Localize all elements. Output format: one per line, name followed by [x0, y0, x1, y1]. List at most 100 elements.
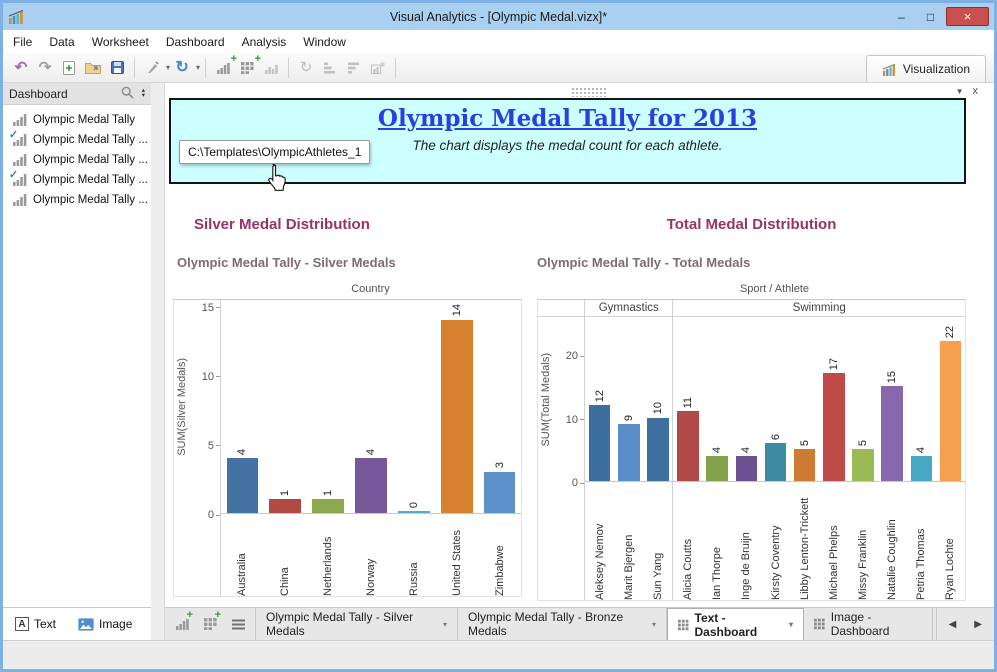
redo-button[interactable]: ↷: [38, 59, 52, 76]
duplicate-sheet-button[interactable]: [260, 57, 282, 79]
minimize-button[interactable]: –: [898, 9, 905, 24]
maximize-button[interactable]: □: [926, 9, 935, 24]
presentation-button[interactable]: [367, 57, 389, 79]
visualization-icon: [882, 63, 896, 76]
tab-text-dashboard[interactable]: Text - Dashboard ▾: [667, 608, 805, 640]
bar-petria-thomas[interactable]: [910, 455, 933, 481]
chart-column: 0 Russia: [392, 300, 436, 596]
new-worksheet-tab-button[interactable]: +: [174, 610, 193, 635]
panel-collapse-icon[interactable]: ▼: [955, 87, 964, 96]
sidebar-item-1[interactable]: Olympic Medal Tally: [3, 110, 151, 130]
format-dropdown-icon[interactable]: ▾: [166, 63, 171, 72]
bar-ian-thorpe[interactable]: [706, 455, 728, 481]
dashboard-subtitle: The chart displays the medal count for e…: [412, 138, 723, 153]
undo-button[interactable]: ↶: [14, 59, 28, 76]
sidebar-item-2[interactable]: ✓ Olympic Medal Tally ...: [3, 129, 151, 150]
chart-column: 4 Ian Thorpe: [702, 317, 732, 600]
bar-natalie-coughlin[interactable]: [881, 385, 903, 481]
menu-dashboard[interactable]: Dashboard: [165, 34, 225, 49]
category-label: Netherlands: [322, 536, 335, 596]
new-workbook-button[interactable]: [58, 57, 80, 79]
sort-descending-button[interactable]: [343, 57, 365, 79]
format-button[interactable]: [141, 57, 163, 79]
bar-sun-yang[interactable]: [647, 417, 669, 481]
tab-image-dashboard[interactable]: Image - Dashboard: [804, 608, 933, 640]
group-header-swimming: Swimming: [672, 300, 965, 316]
category-label: Ian Thorpe: [711, 546, 724, 600]
worksheet-caption-total: Olympic Medal Tally - Total Medals: [537, 255, 751, 270]
refresh-dropdown-icon[interactable]: ▾: [196, 63, 201, 72]
bar-value-label: 1: [279, 490, 292, 497]
menu-worksheet[interactable]: Worksheet: [91, 34, 149, 49]
dashboard-canvas: ▼ x Olympic Medal Tally for 2013 The cha…: [165, 83, 994, 607]
sort-spinner-icon[interactable]: ▴ ▾: [141, 87, 145, 99]
new-worksheet-button[interactable]: +: [212, 53, 237, 79]
save-button[interactable]: [106, 57, 128, 79]
sidebar-item-5[interactable]: Olympic Medal Tally ...: [3, 190, 151, 210]
tab-scroll-left-icon[interactable]: ◀: [948, 618, 957, 630]
menu-analysis[interactable]: Analysis: [241, 34, 287, 49]
tab-dropdown-icon[interactable]: ▾: [789, 620, 794, 629]
chart-column: 5 Missy Franklin: [848, 317, 878, 600]
sheet-tabs: Olympic Medal Tally - Silver Medals ▾ Olym…: [255, 608, 933, 640]
menu-data[interactable]: Data: [49, 34, 75, 49]
add-image-button[interactable]: Image: [78, 617, 132, 631]
category-label: Kirsty Coventry: [769, 525, 782, 600]
chart-column: 4 Petria Thomas: [906, 317, 936, 600]
category-label: Alicia Coutts: [682, 538, 695, 600]
category-label: Ryan Lochte: [944, 538, 957, 600]
bar-united-states[interactable]: [440, 319, 473, 513]
bar-zimbabwe[interactable]: [483, 471, 516, 513]
bar-netherlands[interactable]: [312, 499, 344, 513]
sidebar-item-4[interactable]: ✓ Olympic Medal Tally ...: [3, 169, 151, 190]
bar-missy-franklin[interactable]: [852, 449, 874, 481]
new-dashboard-tab-button[interactable]: +: [202, 610, 221, 635]
menu-file[interactable]: File: [13, 34, 33, 49]
tab-scroll-right-icon[interactable]: ▶: [974, 618, 982, 630]
window-title: Visual Analytics - [Olympic Medal.vizx]*: [389, 9, 608, 24]
y-tick-label: 0: [572, 477, 584, 489]
menu-window[interactable]: Window: [303, 34, 346, 49]
close-button[interactable]: ×: [946, 7, 989, 26]
bar-ryan-lochte[interactable]: [939, 341, 962, 481]
bar-alicia-coutts[interactable]: [677, 411, 699, 481]
bar-value-label: 11: [682, 396, 695, 409]
sidebar-item-3[interactable]: Olympic Medal Tally ...: [3, 150, 151, 170]
refresh-button[interactable]: ↻: [175, 58, 189, 76]
add-text-button[interactable]: A Text: [15, 617, 56, 631]
tab-dropdown-icon[interactable]: ▾: [652, 619, 657, 629]
search-icon[interactable]: [121, 86, 134, 102]
category-label: Petria Thomas: [915, 528, 928, 600]
bar-china[interactable]: [269, 499, 302, 513]
bar-kirsty-coventry[interactable]: [764, 442, 787, 481]
bar-michael-phelps[interactable]: [823, 373, 845, 481]
open-file-button[interactable]: [82, 57, 104, 79]
chart-column: 11 Alicia Coutts: [673, 317, 703, 600]
new-dashboard-button[interactable]: +: [236, 53, 261, 79]
bar-value-label: 22: [944, 326, 957, 339]
tab-olympic-medal-tally-bronze-medals[interactable]: Olympic Medal Tally - Bronze Medals ▾: [458, 608, 668, 640]
chart-column: 12 Aleksey Nemov: [585, 317, 615, 600]
tab-olympic-medal-tally-silver-medals[interactable]: Olympic Medal Tally - Silver Medals ▾: [255, 608, 458, 640]
sheet-list-button[interactable]: [230, 613, 246, 635]
bar-norway[interactable]: [355, 457, 387, 513]
swap-axes-button[interactable]: ↻: [299, 59, 313, 76]
worksheet-chart-icon: ✓: [9, 169, 27, 186]
bar-marit-bjergen[interactable]: [617, 423, 640, 481]
sidebar-splitter[interactable]: [151, 83, 165, 640]
visualization-tab[interactable]: Visualization: [865, 55, 986, 82]
bar-aleksey-nemov[interactable]: [588, 404, 611, 481]
bar-russia[interactable]: [398, 511, 430, 513]
panel-close-icon[interactable]: x: [972, 85, 979, 97]
tab-dropdown-icon[interactable]: ▾: [442, 619, 447, 629]
panel-drag-handle-icon[interactable]: [571, 87, 607, 97]
y-tick-label: 15: [202, 302, 220, 314]
bar-libby-lenton-trickett[interactable]: [793, 449, 816, 481]
bar-australia[interactable]: [226, 457, 259, 513]
sort-ascending-button[interactable]: [319, 57, 341, 79]
bar-value-label: 5: [798, 440, 811, 447]
bar-inge-de-bruijn[interactable]: [735, 455, 758, 481]
y-axis-label: SUM(Silver Medals): [176, 358, 188, 456]
sidebar-footer: A Text Image: [3, 607, 151, 640]
